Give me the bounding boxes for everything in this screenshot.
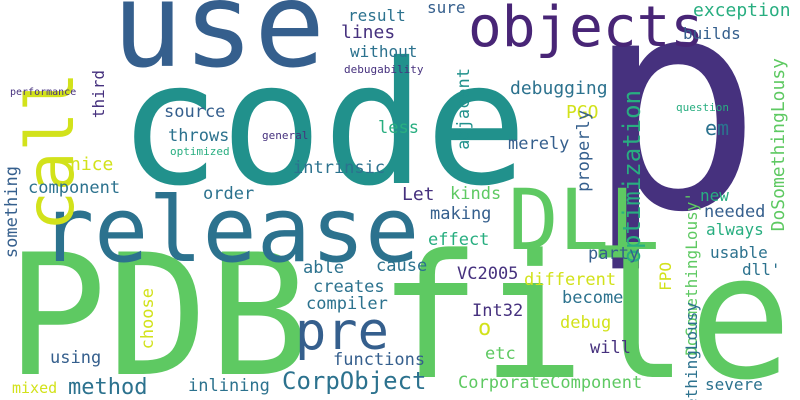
- word-debugging: debugging: [510, 78, 608, 99]
- word-order: order: [203, 184, 255, 204]
- word-corpobject: CorpObject: [282, 367, 427, 395]
- word-dll-quote: dll': [742, 260, 781, 279]
- word-result: result: [348, 6, 406, 25]
- word-needed: needed: [704, 202, 766, 222]
- word-choose: choose: [138, 288, 158, 350]
- word-usable: usable: [710, 243, 768, 262]
- word-use: use: [112, 0, 326, 94]
- word-optimization: optimization: [618, 90, 646, 264]
- word-always: always: [706, 220, 764, 239]
- word-third: third: [89, 70, 108, 119]
- word-int32: Int32: [472, 301, 524, 321]
- word-mixed: mixed: [12, 379, 58, 397]
- word-debugability: debugability: [344, 63, 424, 76]
- word-different: different: [524, 270, 617, 290]
- word-component: component: [28, 178, 121, 198]
- word-properly: properly: [574, 110, 594, 192]
- word-effect: effect: [428, 230, 490, 250]
- word-cause: cause: [376, 256, 428, 276]
- word-functions: functions: [333, 350, 426, 370]
- word-source: source: [164, 102, 226, 122]
- word-dosomethinglousy-1: DoSomethingLousy: [768, 58, 789, 232]
- word-pre: pre: [295, 302, 389, 362]
- word-creates: creates: [313, 277, 385, 297]
- word-exception: exception: [693, 0, 791, 21]
- word-inlining: inlining: [188, 376, 270, 396]
- word-using: using: [50, 348, 102, 368]
- word-objects: objects: [468, 0, 705, 60]
- word-less: less: [378, 118, 419, 138]
- word-question: question: [676, 101, 729, 114]
- word-party: party: [588, 244, 640, 264]
- word-method: method: [68, 375, 148, 400]
- word-dosomethinglousy-2: DoSomethingLousy: [682, 302, 701, 400]
- word-kinds: kinds: [450, 184, 502, 204]
- word-etc: etc: [485, 344, 516, 364]
- word-new: new: [700, 186, 729, 205]
- word-code: code: [118, 26, 528, 224]
- word-builds: builds: [683, 24, 741, 43]
- word-sure: sure: [427, 0, 466, 17]
- word-nice: nice: [70, 154, 114, 175]
- word-throws: throws: [168, 126, 230, 146]
- word-pdb: PDB: [6, 218, 310, 400]
- word-debug: debug: [560, 313, 612, 333]
- word-em: em: [705, 116, 730, 140]
- word-lines: lines: [341, 22, 396, 43]
- word-dll: DLL: [508, 171, 660, 269]
- word-vc2005: VC2005: [457, 264, 519, 284]
- word-able: able: [303, 258, 344, 278]
- word-will: will: [590, 338, 631, 358]
- word-severe: severe: [705, 375, 763, 394]
- word-adjacent: adjacent: [454, 68, 474, 150]
- word-something: something: [2, 166, 22, 259]
- word-release: release: [40, 178, 420, 283]
- word-fpo: FPO: [656, 262, 675, 291]
- word-pgo: PGO: [566, 102, 599, 123]
- word-file: file: [378, 217, 793, 400]
- word-let: Let: [402, 184, 435, 205]
- word-without: without: [350, 42, 418, 61]
- word-become: become: [562, 288, 624, 308]
- word-making: making: [430, 204, 492, 224]
- word-p: p: [585, 0, 763, 277]
- word-merely: merely: [508, 134, 570, 154]
- word-compiler: compiler: [306, 294, 388, 314]
- word-general: general: [262, 129, 309, 142]
- word-performance: performance: [10, 87, 77, 98]
- word-o: o: [478, 316, 492, 341]
- word-optimized: optimized: [170, 145, 230, 158]
- word-intrinsic: intrinsic: [293, 158, 386, 178]
- word-corporatecomponent: CorporateComponent: [458, 373, 643, 393]
